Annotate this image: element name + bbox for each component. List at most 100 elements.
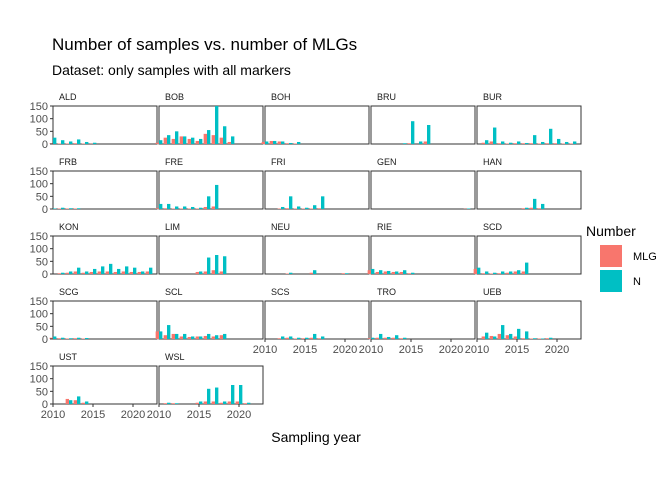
y-tick-label-50: 50 — [36, 191, 48, 203]
facet-label-lim: LIM — [165, 222, 180, 232]
bar-n-fri-2016 — [313, 205, 317, 209]
bar-n-scs-2013 — [289, 336, 293, 339]
bar-n-wsl-2015 — [199, 401, 203, 404]
bar-n-bru-2017 — [427, 125, 431, 144]
bar-mlg-scd-2012 — [489, 273, 493, 274]
bar-n-rie-2013 — [395, 271, 399, 274]
bar-n-scs-2016 — [313, 333, 317, 339]
bar-mlg-scg-2011 — [57, 338, 61, 339]
bar-n-scl-2017 — [215, 335, 219, 339]
facet-panel-gen — [370, 170, 476, 210]
bar-n-scl-2012 — [175, 333, 179, 339]
bar-n-ueb-2015 — [517, 328, 521, 339]
bar-n-fre-2014 — [191, 206, 195, 209]
bar-mlg-bob-2014 — [187, 138, 191, 144]
bar-mlg-scs-2016 — [309, 337, 313, 339]
bar-mlg-ust-2014 — [81, 402, 85, 404]
bar-n-scs-2012 — [281, 336, 285, 339]
bar-n-frb-2010 — [53, 208, 57, 209]
bar-mlg-han-2017 — [529, 207, 533, 209]
x-tick-label-2015: 2015 — [293, 344, 317, 356]
facet-label-frb: FRB — [59, 157, 77, 167]
bar-n-boh-2010 — [265, 141, 269, 144]
facet-label-kon: KON — [59, 222, 79, 232]
facet-panel-bur — [476, 105, 582, 145]
x-tick-label-2015: 2015 — [505, 344, 529, 356]
bar-n-scs-2014 — [297, 337, 301, 339]
bar-n-neu-2016 — [313, 270, 317, 274]
y-tick-label-0: 0 — [42, 204, 48, 216]
bar-mlg-boh-2013 — [285, 143, 289, 144]
x-tick-label-2020: 2020 — [121, 409, 145, 421]
bar-mlg-fri-2017 — [317, 208, 321, 209]
bar-n-bru-2015 — [411, 121, 415, 144]
legend: Number MLG N — [586, 223, 657, 292]
bar-n-wsl-2011 — [167, 402, 171, 404]
bar-mlg-rie-2010 — [367, 270, 371, 274]
bar-mlg-ueb-2018 — [537, 338, 541, 339]
bar-mlg-bur-2014 — [505, 143, 509, 144]
bar-mlg-wsl-2015 — [195, 402, 199, 404]
x-tick-label-2015: 2015 — [187, 409, 211, 421]
bar-n-rie-2011 — [379, 270, 383, 274]
bar-mlg-scs-2012 — [277, 338, 281, 339]
legend-label-mlg: MLG — [633, 251, 657, 263]
facet-label-tro: TRO — [377, 287, 396, 297]
bar-mlg-neu-2016 — [309, 272, 313, 274]
bar-n-ueb-2012 — [493, 336, 497, 339]
bar-mlg-lim-2017 — [211, 270, 215, 274]
bar-n-wsl-2017 — [215, 387, 219, 404]
bar-n-kon-2012 — [69, 271, 73, 274]
bar-mlg-wsl-2016 — [203, 401, 207, 404]
bar-mlg-scd-2015 — [513, 271, 517, 274]
bar-n-kon-2016 — [101, 266, 105, 274]
bar-n-boh-2012 — [281, 141, 285, 144]
y-tick-label-150: 150 — [30, 296, 48, 308]
bar-mlg-rie-2013 — [391, 271, 395, 274]
bar-mlg-bur-2019 — [545, 143, 549, 144]
facet-panel-tro — [370, 300, 476, 340]
bar-n-bob-2010 — [159, 140, 163, 144]
bar-n-boh-2011 — [273, 140, 277, 144]
bar-n-bur-2017 — [533, 135, 537, 144]
facet-panel-bob — [158, 105, 264, 145]
bar-mlg-neu-2013 — [285, 273, 289, 274]
bar-n-fre-2016 — [207, 196, 211, 209]
bar-n-fri-2017 — [321, 196, 325, 209]
bar-mlg-bob-2018 — [219, 137, 223, 144]
bar-mlg-ueb-2012 — [489, 335, 493, 339]
bar-mlg-bur-2011 — [481, 142, 485, 144]
bar-n-bob-2018 — [223, 126, 227, 144]
legend-swatch-mlg — [600, 245, 622, 267]
bar-n-kon-2017 — [109, 263, 113, 274]
bar-mlg-ald-2013 — [73, 143, 77, 144]
bar-mlg-fri-2012 — [277, 208, 281, 209]
bar-mlg-scg-2013 — [73, 338, 77, 339]
bar-n-bur-2021 — [565, 141, 569, 144]
bar-n-ald-2010 — [53, 137, 57, 144]
facet-panel-ueb — [476, 300, 582, 340]
bar-mlg-wsl-2018 — [219, 402, 223, 404]
bar-mlg-fre-2014 — [187, 208, 191, 209]
bar-n-fre-2012 — [175, 206, 179, 209]
bar-n-scl-2016 — [207, 333, 211, 339]
bar-n-lim-2016 — [207, 257, 211, 274]
facet-label-scg: SCG — [59, 287, 79, 297]
y-tick-label-0: 0 — [42, 399, 48, 411]
facet-label-han: HAN — [483, 157, 502, 167]
bar-n-tro-2012 — [387, 336, 391, 339]
facet-panel-boh — [264, 105, 370, 145]
y-tick-label-100: 100 — [30, 179, 48, 191]
bar-n-frb-2011 — [61, 207, 65, 209]
bar-mlg-scs-2014 — [293, 338, 297, 339]
bar-n-scd-2013 — [501, 271, 505, 274]
facet-label-ust: UST — [59, 352, 78, 362]
bar-n-scl-2018 — [223, 333, 227, 339]
bar-mlg-wsl-2017 — [211, 401, 215, 404]
y-tick-label-100: 100 — [30, 114, 48, 126]
bar-n-kon-2015 — [93, 268, 97, 274]
bar-mlg-bur-2020 — [553, 143, 557, 144]
bar-mlg-han-2016 — [521, 208, 525, 209]
bar-n-scg-2010 — [53, 336, 57, 339]
facet-label-bru: BRU — [377, 92, 396, 102]
